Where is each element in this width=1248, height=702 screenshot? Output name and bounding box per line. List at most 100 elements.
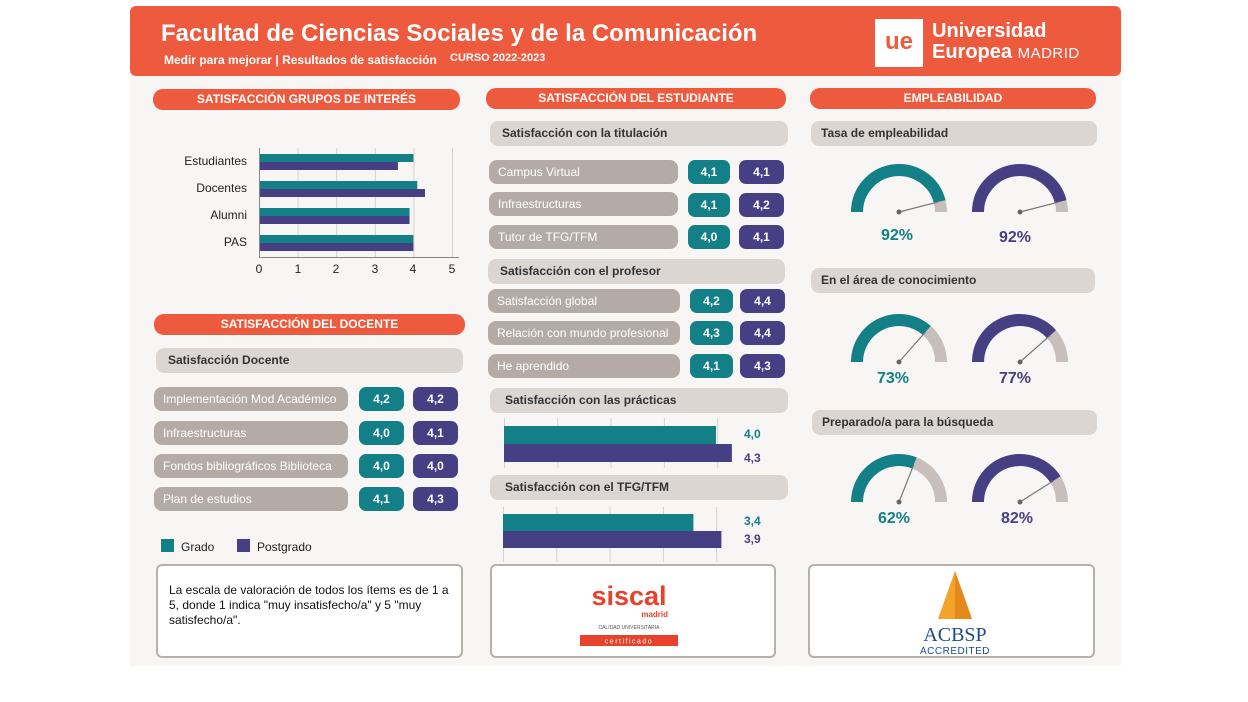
docente-item-label: Plan de estudios [154, 487, 348, 511]
docente-postgrado-score: 4,2 [413, 387, 458, 411]
logo-line1: Universidad [932, 20, 1047, 42]
section-heading-empleabilidad: EMPLEABILIDAD [810, 88, 1096, 109]
profesor-subheading: Satisfacción con el profesor [488, 259, 785, 284]
scale-note-text: La escala de valoración de todos los íte… [169, 583, 449, 627]
profesor-grado-score: 4,2 [690, 289, 733, 313]
gauge-tasa-grado [851, 164, 947, 215]
gauge-fill [851, 164, 946, 213]
grupos-category-label: Alumni [210, 208, 247, 222]
grupos-x-tick: 1 [294, 262, 302, 276]
tfg-grado-value: 3,4 [744, 514, 761, 528]
grupos-category-label: Docentes [196, 181, 247, 195]
titulacion-item-label: Tutor de TFG/TFM [489, 225, 678, 249]
grupos-category-label: Estudiantes [184, 154, 247, 168]
gauge-fill [972, 314, 1056, 363]
emp-subheading: Preparado/a para la búsqueda [812, 410, 1097, 435]
titulacion-item-label: Infraestructuras [489, 192, 678, 216]
practicas-subheading: Satisfacción con las prácticas [490, 388, 788, 413]
titulacion-grado-score: 4,0 [688, 225, 730, 249]
page-subtitle: Medir para mejorar | Resultados de satis… [164, 53, 437, 67]
grupos-x-tick: 5 [448, 262, 456, 276]
grupos-bar [259, 208, 410, 216]
gauge-preparado-postgrado [972, 454, 1068, 505]
area-postgrado-value: 77% [998, 370, 1032, 387]
preparado-grado-value: 62% [877, 510, 911, 527]
profesor-postgrado-score: 4,4 [740, 289, 785, 313]
siscal-cert: certificado [605, 639, 653, 646]
legend-postgrado-swatch [237, 539, 250, 552]
siscal-sub: madrid [641, 610, 668, 619]
docente-postgrado-score: 4,3 [413, 487, 458, 511]
tfg-postgrado-value: 3,9 [744, 532, 761, 546]
docente-item-label: Implementación Mod Académico [154, 387, 348, 411]
practicas-bar [504, 444, 732, 462]
siscal-tag: CALIDAD UNIVERSITARIA [598, 625, 660, 631]
titulacion-postgrado-score: 4,1 [739, 225, 784, 249]
gauge-needle [1019, 201, 1059, 213]
gauge-pivot [896, 359, 902, 365]
docente-subheading: Satisfacción Docente [156, 348, 463, 373]
grupos-bar [259, 181, 418, 189]
gauge-fill [851, 454, 917, 503]
titulacion-postgrado-score: 4,2 [739, 193, 784, 217]
header-banner: Facultad de Ciencias Sociales y de la Co… [130, 6, 1121, 76]
grupos-bars-svg [259, 148, 459, 258]
logo-line2b: MADRID [1017, 45, 1080, 62]
docente-item-label: Fondos bibliográficos Biblioteca [154, 454, 348, 478]
legend-grado-label: Grado [181, 540, 215, 554]
docente-postgrado-score: 4,1 [413, 421, 458, 445]
profesor-postgrado-score: 4,3 [740, 354, 785, 378]
profesor-item-label: He aprendido [488, 354, 680, 378]
docente-grado-score: 4,1 [359, 487, 404, 511]
gauge-needle [898, 331, 926, 363]
gauge-needle [898, 464, 915, 503]
grupos-x-tick: 0 [255, 262, 263, 276]
section-heading-docente: SATISFACCIÓN DEL DOCENTE [154, 314, 465, 335]
grupos-bar [259, 243, 414, 251]
gauge-needle [1019, 335, 1051, 363]
docente-grado-score: 4,0 [359, 421, 404, 445]
titulacion-item-label: Campus Virtual [489, 160, 678, 184]
docente-grado-score: 4,2 [359, 387, 404, 411]
profesor-item-label: Satisfacción global [488, 289, 680, 313]
legend-grado-swatch [161, 539, 174, 552]
tfg-bar [503, 531, 722, 548]
gauge-pivot [1017, 209, 1023, 215]
emp-subheading: En el área de conocimiento [811, 268, 1095, 293]
profesor-item-label: Relación con mundo profesional [488, 321, 680, 345]
practicas-bars-svg [504, 418, 732, 468]
ue-logo-icon: ue [875, 19, 923, 67]
tasa-grado-value: 92% [880, 227, 914, 244]
siscal-logo-icon: siscal madrid CALIDAD UNIVERSITARIA cert… [578, 577, 680, 651]
gauge-preparado-grado [851, 454, 947, 505]
preparado-postgrado-value: 82% [1000, 510, 1034, 527]
grupos-bar [259, 235, 414, 243]
page-title: Facultad de Ciencias Sociales y de la Co… [161, 20, 758, 47]
practicas-grado-value: 4,0 [744, 427, 761, 441]
practicas-bar [504, 426, 716, 444]
siscal-name: siscal [591, 581, 666, 611]
tasa-postgrado-value: 92% [998, 229, 1032, 246]
gauge-needle [898, 201, 938, 213]
tfg-bar [503, 514, 694, 531]
grupos-bar [259, 154, 414, 162]
emp-subheading: Tasa de empleabilidad [811, 121, 1097, 146]
tfg-subheading: Satisfacción con el TFG/TFM [490, 475, 788, 500]
area-grado-value: 73% [876, 370, 910, 387]
grupos-category-label: PAS [223, 235, 247, 249]
titulacion-grado-score: 4,1 [688, 160, 730, 184]
gauge-fill [972, 164, 1067, 213]
tfg-bars-svg [503, 507, 722, 562]
titulacion-grado-score: 4,1 [688, 193, 730, 217]
gauge-needle [1019, 480, 1055, 503]
grupos-bar [259, 216, 410, 224]
gauge-pivot [896, 209, 902, 215]
titulacion-subheading: Satisfacción con la titulación [490, 121, 788, 146]
acbsp-name: ACBSP [923, 624, 986, 646]
grupos-x-tick: 3 [371, 262, 379, 276]
grupos-bar [259, 162, 398, 170]
profesor-grado-score: 4,1 [690, 354, 733, 378]
gauge-pivot [1017, 359, 1023, 365]
logo-line2: Europea MADRID [932, 42, 1080, 64]
course-label: CURSO 2022-2023 [450, 52, 546, 64]
